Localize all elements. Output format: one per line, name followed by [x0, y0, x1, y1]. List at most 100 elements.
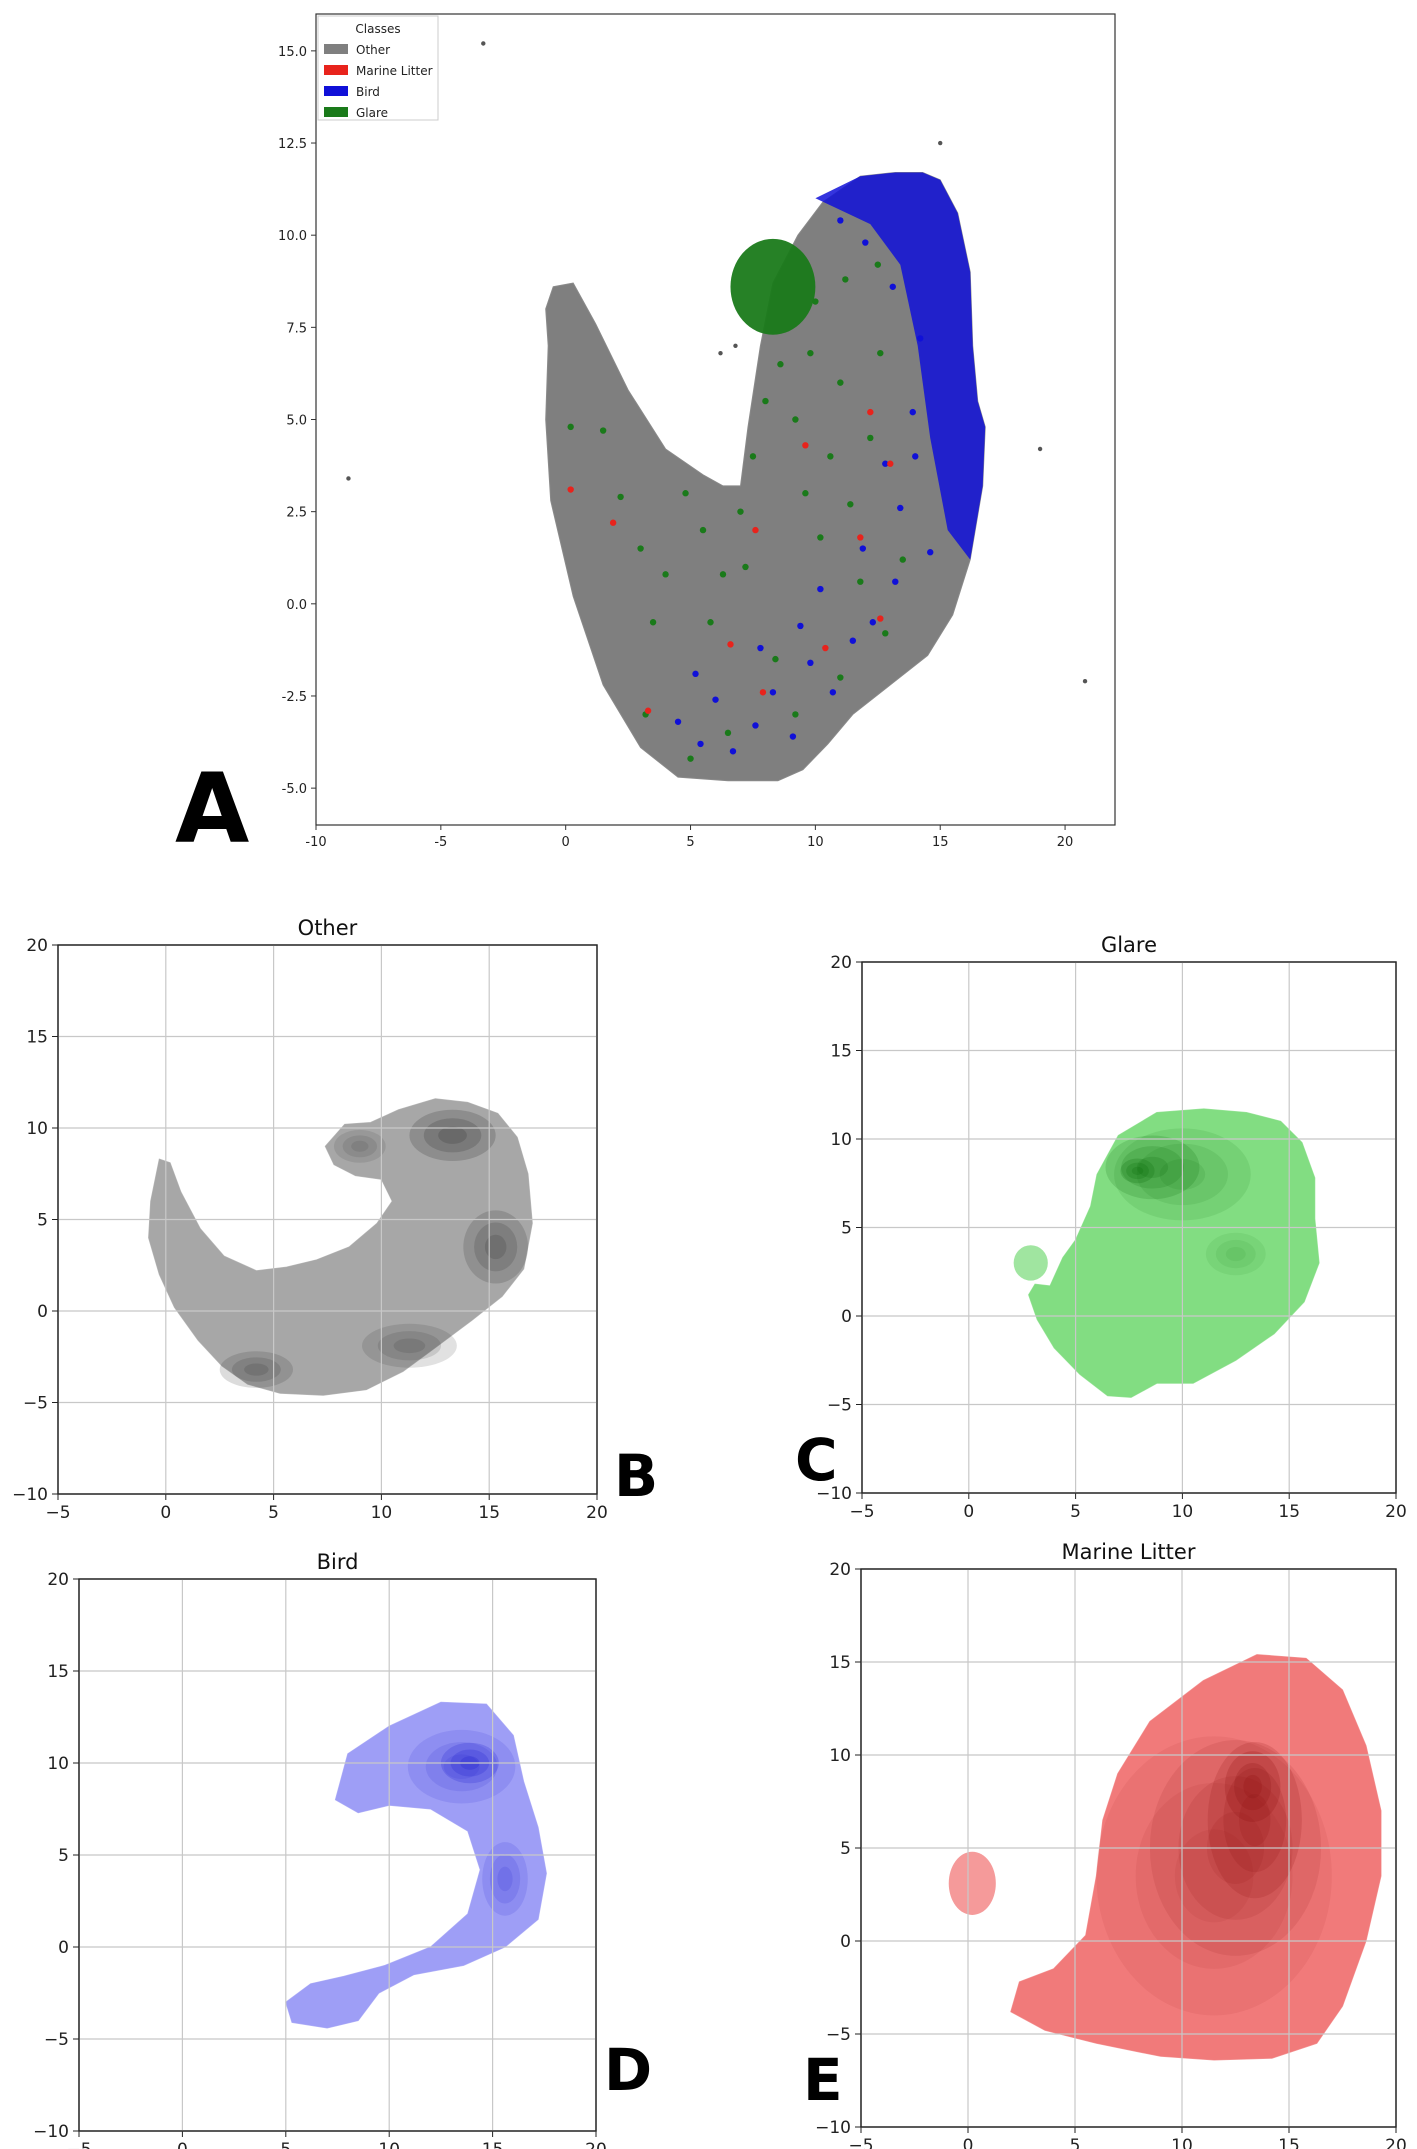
scatter-point-glare [567, 423, 574, 431]
kde-core [1225, 1246, 1246, 1262]
legend-swatch [324, 44, 348, 54]
x-tick-label: 15 [1278, 2136, 1300, 2149]
scatter-point-bird [807, 659, 814, 666]
scatter-point-glare [792, 711, 799, 718]
y-tick-label: 5 [841, 1219, 852, 1239]
x-tick-label: 10 [378, 2140, 400, 2149]
kde-core [1120, 1158, 1155, 1184]
y-tick-label: −5 [44, 2030, 69, 2050]
scatter-point-bird [712, 696, 719, 703]
scatter-point-glare [877, 349, 884, 357]
kde-core [438, 1126, 467, 1144]
scatter-point-glare [777, 361, 784, 368]
y-tick-label: −5 [827, 1396, 852, 1416]
legend-label: Glare [356, 106, 388, 120]
scatter-point-marine-litter [567, 486, 574, 493]
kde-core [1135, 1782, 1293, 1969]
y-tick-label: 15 [26, 1028, 48, 1048]
scatter-point-glare [827, 453, 834, 460]
y-tick-label: 7.5 [286, 321, 307, 336]
legend-swatch [324, 86, 348, 96]
scatter-point-bird [912, 453, 919, 460]
scatter-point-bird [892, 578, 899, 585]
x-tick-label: 20 [1057, 835, 1074, 850]
scatter-point-glare [847, 501, 854, 508]
scatter-point-marine-litter [609, 519, 617, 526]
scatter-point-glare [637, 545, 644, 552]
panel-label-d: D [604, 2036, 652, 2104]
scatter-point-other [346, 476, 351, 481]
x-tick-label: 0 [177, 2140, 188, 2149]
y-tick-label: 20 [26, 936, 48, 956]
scatter-point-glare [742, 563, 749, 571]
x-tick-label: 5 [280, 2140, 291, 2149]
x-tick-label: 20 [585, 2140, 607, 2149]
legend-label: Marine Litter [356, 64, 433, 78]
kde-region [148, 1098, 533, 1396]
x-tick-label: −5 [848, 2136, 873, 2149]
x-tick-label: 10 [807, 835, 824, 850]
scatter-point-marine-litter [887, 460, 894, 467]
x-tick-label: 15 [1278, 1502, 1300, 1522]
scatter-point-bird [757, 644, 764, 652]
x-tick-label: 5 [686, 835, 694, 850]
y-tick-label: 10 [829, 1746, 851, 1766]
scatter-point-glare [792, 416, 799, 423]
scatter-point-marine-litter [759, 689, 767, 696]
scatter-point-bird [889, 283, 896, 290]
y-tick-label: 20 [829, 1560, 851, 1580]
x-tick-label: 5 [1070, 1502, 1081, 1522]
scatter-point-marine-litter [727, 641, 734, 648]
scatter-point-marine-litter [644, 707, 652, 714]
scatter-point-other [481, 41, 486, 46]
x-tick-label: −5 [849, 1502, 874, 1522]
kde-core [1121, 1146, 1184, 1189]
scatter-point-bird [882, 460, 889, 467]
scatter-point-bird [849, 637, 857, 644]
scatter-point-glare [687, 755, 694, 762]
kde-core [409, 1109, 496, 1161]
kde-core [393, 1338, 426, 1354]
x-tick-label: 10 [371, 1503, 393, 1523]
kde-core [423, 1118, 482, 1153]
scatter-point-bird [797, 622, 804, 630]
x-tick-label: -10 [305, 835, 326, 850]
scatter-point-bird [917, 335, 924, 342]
kde-core [219, 1351, 294, 1388]
scatter-point-marine-litter [867, 408, 874, 416]
kde-core [474, 1222, 518, 1272]
kde-core [425, 1742, 498, 1792]
x-tick-label: 15 [478, 1503, 500, 1523]
kde-region [1028, 1108, 1320, 1398]
y-tick-label: 0 [841, 1307, 852, 1327]
plot-frame-top [860, 1568, 1397, 2128]
scatter-point-glare [867, 434, 874, 442]
scatter-point-glare [649, 619, 657, 626]
kde-core [333, 1129, 386, 1163]
legend-swatch [324, 65, 348, 75]
kde-island [1013, 1245, 1048, 1281]
scatter-point-glare [749, 453, 757, 460]
kde-core [342, 1135, 378, 1158]
scatter-point-other [1082, 679, 1088, 684]
scatter-point-other [733, 343, 738, 348]
scatter-point-bird [697, 740, 704, 748]
scatter-point-bird [789, 733, 797, 740]
scatter-point-bird [837, 217, 844, 224]
kde-core [1105, 1135, 1200, 1200]
kde-core [1224, 1751, 1281, 1822]
scatter-point-glare [817, 534, 824, 541]
legend-label: Bird [356, 85, 380, 99]
kde-core [1131, 1166, 1144, 1175]
scatter-point-bird [927, 549, 934, 556]
x-tick-label: 15 [932, 835, 949, 850]
kde-core [1239, 1794, 1271, 1847]
kde-core [1174, 1829, 1254, 1923]
scatter-point-glare [707, 619, 714, 626]
scatter-point-other [938, 140, 943, 146]
